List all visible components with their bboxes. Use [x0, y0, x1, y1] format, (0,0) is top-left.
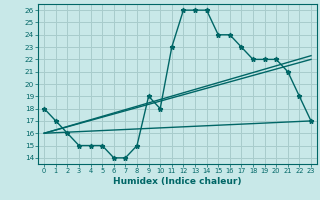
X-axis label: Humidex (Indice chaleur): Humidex (Indice chaleur): [113, 177, 242, 186]
